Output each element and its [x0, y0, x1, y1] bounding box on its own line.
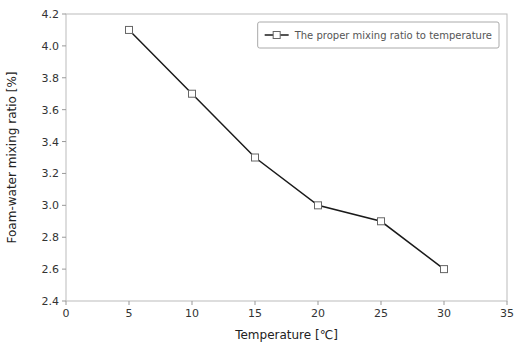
x-tick-label: 30 — [437, 307, 451, 320]
y-axis-label: Foam-water mixing ratio [%] — [5, 72, 19, 244]
y-tick-label: 3.0 — [42, 199, 60, 212]
x-tick — [318, 301, 319, 305]
x-tick — [381, 301, 382, 305]
x-tick-label: 20 — [311, 307, 325, 320]
series-marker — [126, 26, 133, 33]
y-tick — [62, 45, 66, 46]
y-tick — [62, 14, 66, 15]
x-axis: 0 5 10 15 20 25 30 35 — [63, 301, 515, 320]
y-tick-label: 3.2 — [42, 167, 60, 180]
y-tick — [62, 173, 66, 174]
x-tick — [255, 301, 256, 305]
x-tick — [444, 301, 445, 305]
x-tick — [66, 301, 67, 305]
series-marker — [189, 90, 196, 97]
y-tick — [62, 205, 66, 206]
y-tick — [62, 77, 66, 78]
plot-frame — [66, 14, 507, 301]
y-tick — [62, 237, 66, 238]
x-tick — [192, 301, 193, 305]
legend-box — [258, 22, 499, 48]
y-tick — [62, 269, 66, 270]
y-tick-label: 4.0 — [42, 40, 60, 53]
y-tick-label: 4.2 — [42, 8, 60, 21]
x-tick — [129, 301, 130, 305]
y-tick — [62, 301, 66, 302]
y-tick-label: 2.8 — [42, 231, 60, 244]
series-marker — [315, 202, 322, 209]
y-tick — [62, 141, 66, 142]
x-tick-label: 35 — [500, 307, 514, 320]
y-tick-label: 3.8 — [42, 72, 60, 85]
x-tick-label: 25 — [374, 307, 388, 320]
x-tick-label: 5 — [126, 307, 133, 320]
legend-label: The proper mixing ratio to temperature — [294, 30, 492, 41]
y-tick-label: 3.6 — [42, 104, 60, 117]
x-axis-label: Temperature [℃] — [234, 328, 338, 342]
x-tick-label: 10 — [185, 307, 199, 320]
x-tick-label: 15 — [248, 307, 262, 320]
series-marker — [252, 154, 259, 161]
y-tick-label: 3.4 — [42, 136, 60, 149]
series-line — [129, 30, 444, 269]
x-tick — [507, 301, 508, 305]
legend: The proper mixing ratio to temperature — [258, 22, 499, 48]
plot-area — [126, 26, 448, 272]
series-marker — [441, 266, 448, 273]
chart: 0 5 10 15 20 25 30 35 2.4 2.6 2.8 3.0 3.2 3.4 3.6 3.8 4.… — [0, 0, 521, 349]
y-tick-label: 2.6 — [42, 263, 60, 276]
legend-marker — [273, 32, 280, 39]
y-tick — [62, 109, 66, 110]
y-tick-label: 2.4 — [42, 295, 60, 308]
y-axis: 2.4 2.6 2.8 3.0 3.2 3.4 3.6 3.8 4.0 4.2 — [42, 8, 67, 308]
series-marker — [378, 218, 385, 225]
x-tick-label: 0 — [63, 307, 70, 320]
